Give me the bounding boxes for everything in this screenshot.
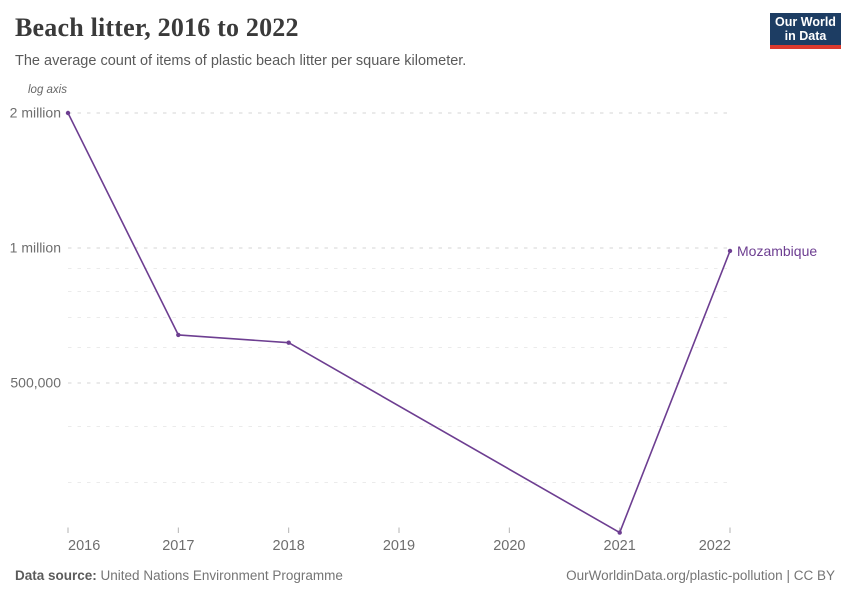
data-point-marker[interactable]	[176, 332, 181, 338]
owid-logo-line2: in Data	[784, 29, 827, 43]
citation-license: CC BY	[793, 568, 835, 583]
x-axis-tick-label: 2016	[68, 538, 100, 554]
owid-logo[interactable]: Our World in Data	[770, 13, 841, 49]
x-axis-tick-label: 2021	[604, 538, 636, 554]
owid-logo-line1: Our World	[775, 14, 836, 29]
y-axis-tick-label: 1 million	[10, 240, 61, 256]
footer-citation: OurWorldinData.org/plastic-pollution | C…	[566, 568, 835, 583]
y-axis-tick-label: 2 million	[10, 105, 61, 121]
data-point-marker[interactable]	[65, 110, 71, 116]
citation-url[interactable]: OurWorldinData.org/plastic-pollution	[566, 568, 783, 583]
x-axis-tick-label: 2017	[162, 538, 194, 554]
x-axis-tick-label: 2019	[383, 538, 415, 554]
data-source-value: United Nations Environment Programme	[100, 568, 343, 583]
footer-data-source: Data source: United Nations Environment …	[15, 568, 343, 583]
log-axis-note: log axis	[28, 84, 67, 96]
chart-title: Beach litter, 2016 to 2022	[15, 13, 299, 42]
owid-logo-text: Our World in Data	[775, 15, 836, 44]
data-point-marker[interactable]	[727, 248, 733, 254]
y-axis-tick-label: 500,000	[10, 375, 61, 391]
data-source-label: Data source:	[15, 568, 97, 583]
data-point-marker[interactable]	[286, 340, 291, 345]
citation-separator: |	[786, 568, 790, 583]
x-axis-tick-label: 2020	[493, 538, 525, 554]
series-line-mozambique[interactable]	[67, 112, 731, 534]
x-axis-tick-label: 2022	[699, 538, 731, 554]
x-axis-tick-label: 2018	[273, 538, 305, 554]
entity-label-mozambique: Mozambique	[737, 243, 818, 259]
chart-footer: Data source: United Nations Environment …	[15, 568, 835, 583]
data-point-marker[interactable]	[617, 530, 622, 535]
chart-subtitle: The average count of items of plastic be…	[15, 53, 467, 69]
